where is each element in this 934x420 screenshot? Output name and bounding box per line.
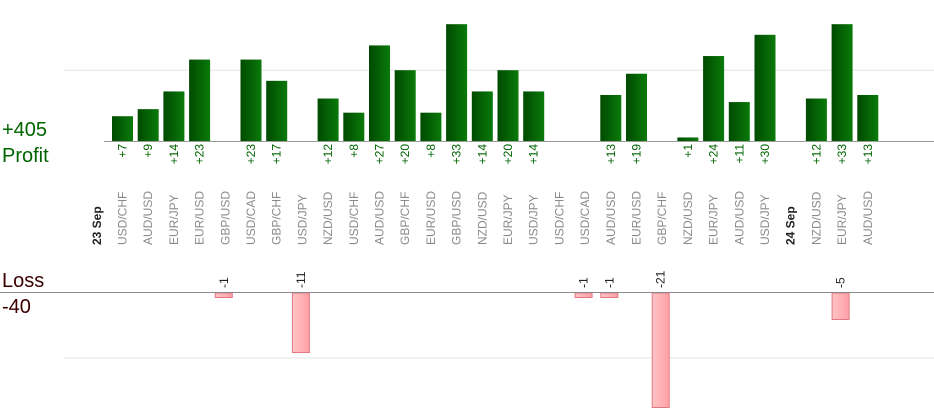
loss-axis-title: Loss	[2, 270, 45, 292]
profit-bar	[728, 102, 750, 141]
category-label: AUD/USD	[732, 191, 746, 245]
profit-total-label: +405	[2, 119, 48, 141]
loss-bar	[600, 292, 619, 298]
profit-value-label: +20	[398, 144, 412, 165]
category-label: EUR/JPY	[167, 194, 181, 245]
profit-value-label: +23	[244, 144, 258, 165]
profit-value-label: +13	[604, 144, 618, 165]
profit-value-label: +24	[707, 144, 721, 165]
category-label: EUR/JPY	[707, 194, 721, 245]
profit-value-label: +14	[527, 144, 541, 165]
category-label: GBP/CHF	[655, 192, 669, 245]
profit-bar	[137, 109, 159, 141]
loss-bar	[651, 292, 670, 408]
profit-value-label: +19	[630, 144, 644, 165]
profit-bar	[163, 91, 185, 141]
profit-value-label: +12	[809, 144, 823, 165]
loss-total-label: -40	[2, 296, 31, 318]
profit-value-label: +7	[116, 144, 130, 158]
profit-bar	[497, 70, 519, 141]
profit-bar	[805, 98, 827, 141]
profit-bar	[112, 116, 133, 141]
loss-bar	[831, 292, 850, 320]
category-label: NZD/USD	[681, 191, 695, 245]
profit-bar	[626, 73, 647, 141]
category-label: USD/JPY	[758, 194, 772, 245]
profit-axis-title: Profit	[2, 145, 49, 167]
profit-bar	[754, 34, 776, 141]
loss-bar	[214, 292, 233, 298]
category-label: EUR/JPY	[501, 194, 515, 245]
category-label: USD/CHF	[347, 192, 361, 245]
profit-value-label: +27	[373, 144, 387, 165]
loss-value-label: -5	[834, 277, 848, 288]
profit-value-label: +9	[141, 144, 155, 158]
profit-bar	[857, 94, 879, 141]
category-label: EUR/USD	[193, 191, 207, 245]
loss-bar	[291, 292, 310, 353]
profit-bar	[240, 59, 262, 141]
profit-value-label: +13	[861, 144, 875, 165]
profit-value-label: +14	[475, 144, 489, 165]
category-label: AUD/USD	[373, 191, 387, 245]
profit-bar	[831, 24, 853, 141]
profit-bar	[471, 91, 493, 141]
category-label: GBP/USD	[450, 191, 464, 245]
category-label: GBP/USD	[218, 191, 232, 245]
profit-bar	[317, 98, 339, 141]
category-label: USD/CAD	[244, 191, 258, 245]
profit-value-label: +12	[321, 144, 335, 165]
category-label: AUD/USD	[861, 191, 875, 245]
profit-bar	[420, 112, 442, 141]
category-label: NZD/USD	[321, 191, 335, 245]
loss-value-label: -1	[602, 277, 616, 288]
profit-value-label: +11	[732, 144, 746, 164]
profit-value-label: +33	[450, 144, 464, 165]
loss-value-label: -21	[654, 270, 668, 288]
category-label: AUD/USD	[604, 191, 618, 245]
loss-value-label: -11	[294, 271, 308, 288]
category-label: USD/JPY	[527, 194, 541, 245]
profit-value-label: +20	[501, 144, 515, 165]
category-label: EUR/JPY	[835, 194, 849, 245]
category-label: NZD/USD	[475, 191, 489, 245]
profit-bar	[343, 112, 365, 141]
profit-bar	[523, 91, 545, 141]
profit-value-label: +30	[758, 144, 772, 165]
profit-bar	[677, 137, 699, 141]
profit-value-label: +14	[167, 144, 181, 165]
category-label: EUR/USD	[630, 191, 644, 245]
profit-bar	[600, 94, 622, 141]
profit-value-label: +17	[270, 144, 284, 165]
profit-bar	[703, 56, 725, 141]
profit-bar	[369, 45, 390, 141]
profit-bar	[394, 70, 416, 141]
profit-bar	[446, 24, 468, 141]
loss-bar	[574, 292, 593, 298]
category-label: NZD/USD	[809, 191, 823, 245]
profit-value-label: +23	[193, 144, 207, 165]
category-label: USD/CHF	[116, 192, 130, 245]
category-label: EUR/USD	[424, 191, 438, 245]
category-label: USD/JPY	[295, 194, 309, 245]
profit-value-label: +8	[424, 144, 438, 158]
profit-value-label: +1	[681, 144, 695, 158]
profit-bar	[189, 59, 211, 141]
category-label: USD/CAD	[578, 191, 592, 245]
category-label: AUD/USD	[141, 191, 155, 245]
profit-bar	[266, 80, 288, 141]
profit-value-label: +8	[347, 144, 361, 158]
category-label: GBP/CHF	[270, 192, 284, 245]
date-marker-label: 23 Sep	[90, 206, 104, 245]
loss-value-label: -1	[217, 277, 231, 288]
category-label: GBP/CHF	[398, 192, 412, 245]
category-label: USD/CHF	[552, 192, 566, 245]
date-marker-label: 24 Sep	[784, 206, 798, 245]
loss-value-label: -1	[577, 277, 591, 288]
profit-value-label: +33	[835, 144, 849, 165]
